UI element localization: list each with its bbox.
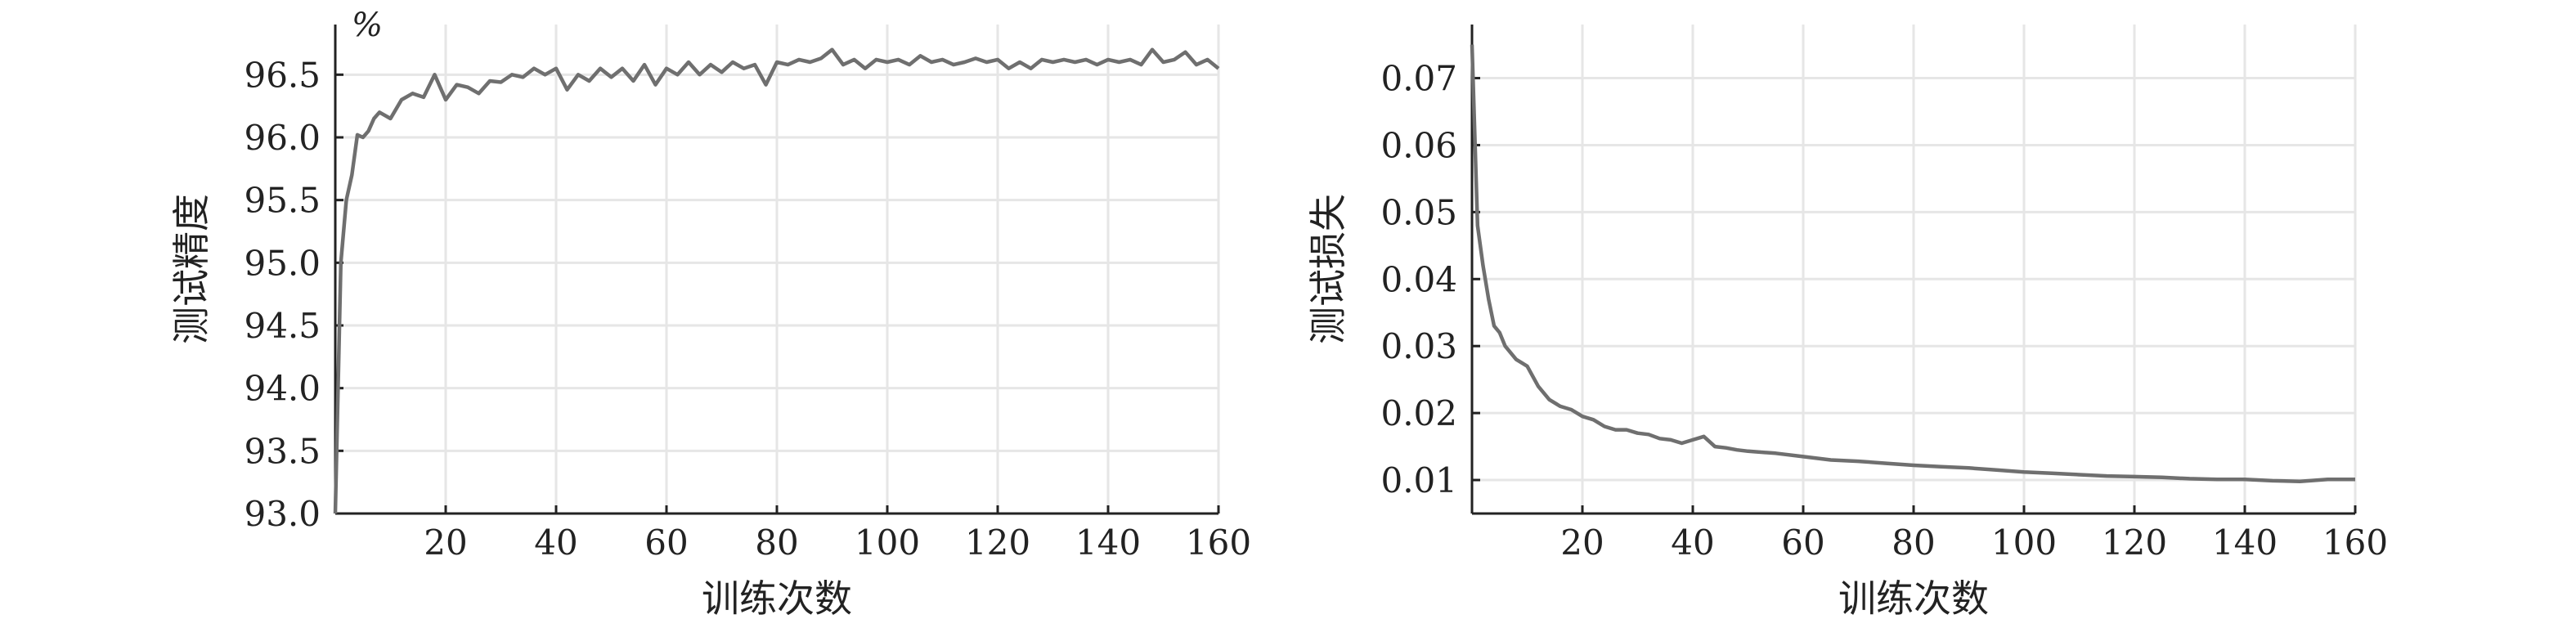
x-tick-label: 140 (1075, 523, 1141, 563)
x-tick-label: 60 (644, 523, 688, 563)
x-tick-label: 100 (1991, 523, 2057, 563)
series-line (1470, 44, 2355, 483)
y-tick-label: 93.5 (244, 431, 321, 471)
y-tick-label: 94.5 (244, 306, 321, 346)
x-tick-label: 20 (424, 523, 467, 563)
x-tick-label: 160 (1186, 523, 1251, 563)
y-tick-label: 93.0 (244, 494, 321, 534)
x-tick-label: 120 (965, 523, 1030, 563)
loss-chart: 20 40 60 80 100 120 140 160 0.01 0.02 0.03 0.04 0.05… (1306, 25, 2388, 621)
x-tick-label: 60 (1781, 523, 1824, 563)
y-tick-label: 96.5 (244, 55, 321, 95)
y-tick-label: 0.05 (1380, 192, 1457, 232)
x-tick-label: 140 (2212, 523, 2278, 563)
series-line (333, 47, 1220, 514)
x-tick-label: 100 (855, 523, 920, 563)
x-axis-label: 训练次数 (1838, 576, 1989, 621)
x-tick-label: 160 (2322, 523, 2388, 563)
x-tick-label: 80 (1892, 523, 1935, 563)
y-tick-label: 95.5 (244, 181, 321, 221)
y-axis-label: 测试损失 (1306, 194, 1350, 344)
y-tick-label: 0.02 (1380, 393, 1457, 433)
y-tick-label: 0.01 (1380, 460, 1457, 500)
y-tick-label: 0.04 (1380, 259, 1457, 299)
y-axis-label: 测试精度 (169, 194, 213, 344)
x-tick-label: 40 (1671, 523, 1714, 563)
y-tick-label: 96.0 (244, 118, 321, 158)
y-tick-label: 0.07 (1380, 59, 1457, 99)
y-unit-label: % (352, 7, 383, 44)
y-tick-label: 0.06 (1380, 125, 1457, 165)
y-tick-label: 94.0 (244, 369, 321, 409)
y-tick-label: 0.03 (1380, 326, 1457, 366)
y-tick-label: 95.0 (244, 243, 321, 283)
x-tick-label: 80 (755, 523, 798, 563)
x-tick-label: 40 (534, 523, 577, 563)
accuracy-chart: 20 40 60 80 100 120 140 160 93.0 93.5 94.0 94.5 95.0… (169, 7, 1251, 621)
x-tick-label: 120 (2102, 523, 2167, 563)
x-tick-label: 20 (1560, 523, 1604, 563)
x-axis-label: 训练次数 (702, 576, 852, 621)
